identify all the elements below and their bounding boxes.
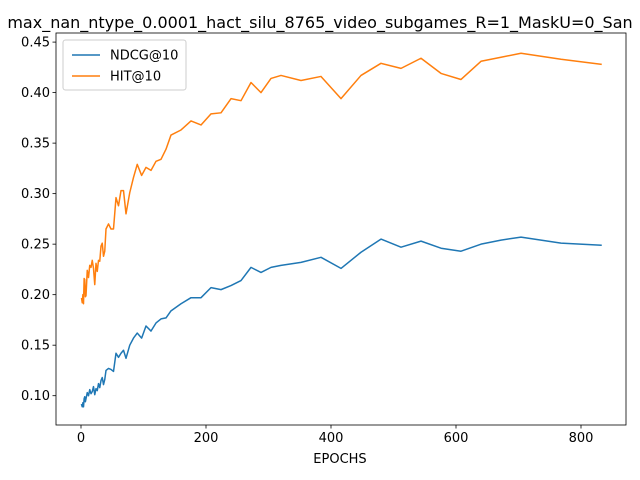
x-axis-label: EPOCHS [313, 452, 366, 467]
chart-title: max_nan_ntype_0.0001_hact_silu_8765_vide… [7, 13, 632, 33]
axes-layer: 0 200 400 600 800 0.10 0.15 0.20 0.25 0.30 0.35 0.4… [21, 32, 627, 446]
y-tick-label: 0.15 [21, 339, 50, 354]
series-line-hit-10 [80, 52, 602, 305]
x-tick-label: 200 [194, 431, 219, 446]
series-line-ndcg-10 [80, 236, 602, 408]
y-tick-label: 0.35 [21, 137, 50, 152]
x-tick-label: 400 [319, 431, 344, 446]
legend-label: HIT@10 [110, 70, 161, 85]
y-tick-label: 0.45 [21, 36, 50, 51]
legend: NDCG@10 HIT@10 [62, 39, 187, 91]
plot-area [56, 33, 626, 425]
x-tick-label: 600 [444, 431, 469, 446]
x-tick-label: 800 [569, 431, 594, 446]
legend-box [62, 39, 187, 91]
y-tick-label: 0.25 [21, 238, 50, 253]
y-tick-label: 0.10 [21, 389, 50, 404]
y-tick-label: 0.40 [21, 86, 50, 101]
y-tick-label: 0.20 [21, 288, 50, 303]
plot-frame [55, 32, 627, 426]
y-tick-label: 0.30 [21, 187, 50, 202]
x-tick-label: 0 [77, 431, 85, 446]
legend-label: NDCG@10 [110, 49, 178, 64]
series-layer [80, 52, 602, 408]
